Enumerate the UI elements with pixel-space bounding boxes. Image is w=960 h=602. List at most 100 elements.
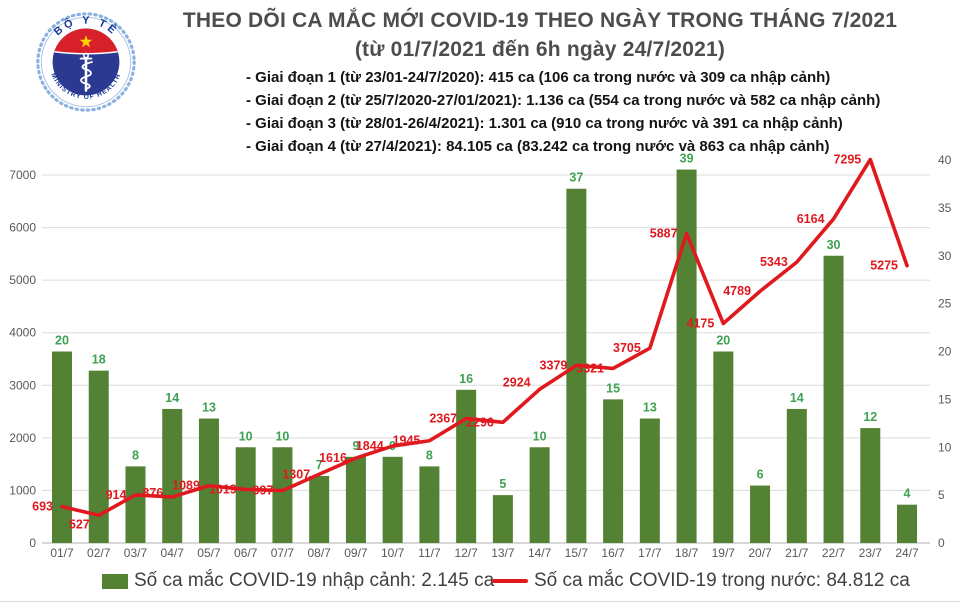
bar-value-label: 14 (165, 391, 179, 405)
right-axis-tick: 15 (938, 392, 952, 406)
right-axis-tick: 10 (938, 440, 952, 454)
right-axis-tick: 40 (938, 153, 952, 167)
x-axis-label: 23/7 (859, 546, 883, 560)
left-axis-tick: 3000 (9, 378, 36, 392)
line-value-label: 5275 (870, 259, 898, 273)
x-axis-label: 16/7 (601, 546, 625, 560)
line-value-label: 1844 (356, 439, 384, 453)
line-value-label: 1616 (319, 451, 347, 465)
line-value-label: 3321 (576, 361, 604, 375)
x-axis-label: 18/7 (675, 546, 699, 560)
x-axis-label: 04/7 (161, 546, 185, 560)
line-series-swatch (492, 578, 528, 584)
right-axis-tick: 5 (938, 488, 945, 502)
bar-06-7 (235, 447, 256, 543)
bar-22-7 (823, 255, 844, 543)
bar-series-swatch (102, 573, 128, 589)
bar-value-label: 20 (716, 334, 730, 348)
bar-value-label: 5 (499, 477, 506, 491)
x-axis-label: 22/7 (822, 546, 846, 560)
x-axis-label: 07/7 (271, 546, 295, 560)
left-axis-tick: 4000 (9, 326, 36, 340)
line-value-label: 3705 (613, 341, 641, 355)
note-line-2: - Giai đoạn 2 (từ 25/7/2020-27/01/2021):… (246, 92, 881, 109)
note-line-1: - Giai đoạn 1 (từ 23/01-24/7/2020): 415 … (246, 69, 831, 86)
legend-item-imported: Số ca mắc COVID-19 nhập cảnh: 2.145 ca (102, 570, 494, 592)
x-axis-label: 02/7 (87, 546, 111, 560)
line-value-label: 5343 (760, 255, 788, 269)
line-value-label: 693 (32, 500, 53, 514)
right-axis-tick: 25 (938, 297, 952, 311)
x-axis-label: 01/7 (50, 546, 74, 560)
bar-08-7 (309, 475, 330, 543)
x-axis-label: 21/7 (785, 546, 809, 560)
bar-11-7 (419, 466, 440, 543)
bar-value-label: 39 (680, 152, 694, 166)
bar-07-7 (272, 447, 293, 543)
rod-of-asclepius-icon (79, 52, 93, 92)
bar-19-7 (713, 351, 734, 543)
line-value-label: 4789 (723, 284, 751, 298)
bar-10-7 (382, 456, 403, 543)
line-value-label: 1019 (209, 482, 237, 496)
right-axis-ticks: 0 5 10 15 20 25 30 35 40 (938, 153, 952, 550)
bar-18-7 (676, 169, 697, 543)
left-axis-tick: 5000 (9, 273, 36, 287)
left-axis-tick: 0 (29, 536, 36, 550)
x-axis-label: 15/7 (565, 546, 589, 560)
bar-value-label: 30 (827, 238, 841, 252)
line-value-label: 5887 (650, 227, 678, 241)
bar-value-label: 13 (643, 401, 657, 415)
x-axis-label: 24/7 (895, 546, 919, 560)
bar-24-7 (897, 504, 918, 543)
bar-value-label: 4 (904, 487, 911, 501)
bar-21-7 (786, 408, 807, 543)
bar-value-label: 14 (790, 391, 804, 405)
bar-16-7 (603, 399, 624, 543)
bar-value-label: 8 (426, 448, 433, 462)
x-axis-label: 14/7 (528, 546, 552, 560)
line-value-label: 527 (69, 517, 90, 531)
left-axis-tick: 7000 (9, 168, 36, 182)
line-value-label: 1307 (282, 467, 310, 481)
bar-05-7 (198, 418, 219, 543)
x-axis-label: 03/7 (124, 546, 148, 560)
bar-value-label: 10 (275, 429, 289, 443)
bar-03-7 (125, 466, 146, 543)
x-axis-label: 10/7 (381, 546, 405, 560)
x-axis-label: 06/7 (234, 546, 258, 560)
period-notes: - Giai đoạn 1 (từ 23/01-24/7/2020): 415 … (246, 66, 906, 158)
ministry-of-health-logo: BỘ Y TẾ MINISTRY OF HEALTH (30, 6, 142, 118)
right-axis-tick: 20 (938, 345, 952, 359)
x-axis-label: 13/7 (491, 546, 515, 560)
left-axis-tick: 1000 (9, 483, 36, 497)
bar-value-label: 8 (132, 448, 139, 462)
x-axis-label: 17/7 (638, 546, 662, 560)
line-value-label: 914 (106, 488, 127, 502)
x-axis-label: 12/7 (454, 546, 478, 560)
x-axis-label: 19/7 (712, 546, 736, 560)
bar-value-label: 9 (352, 439, 359, 453)
bar-value-label: 20 (55, 334, 69, 348)
left-axis-ticks: 0 1000 2000 3000 4000 5000 6000 7000 (9, 168, 36, 550)
x-axis-label: 20/7 (748, 546, 772, 560)
gridlines (42, 174, 930, 491)
bar-value-label: 37 (569, 171, 583, 185)
bar-09-7 (345, 456, 366, 543)
left-axis-tick: 6000 (9, 221, 36, 235)
bar-17-7 (639, 418, 660, 543)
bar-01-7 (52, 351, 72, 543)
bar-value-label: 13 (202, 401, 216, 415)
right-axis-tick: 35 (938, 201, 952, 215)
bar-value-label: 7 (316, 458, 323, 472)
line-value-label: 997 (253, 484, 274, 498)
right-axis-tick: 30 (938, 249, 952, 263)
bar-13-7 (492, 495, 513, 543)
note-line-3: - Giai đoạn 3 (từ 28/01-26/4/2021): 1.30… (246, 115, 843, 132)
line-value-label: 7295 (833, 152, 861, 166)
bar-23-7 (860, 428, 881, 543)
line-value-label: 4175 (687, 317, 715, 331)
bar-14-7 (529, 447, 550, 543)
header: THEO DÕI CA MẮC MỚI COVID-19 THEO NGÀY T… (140, 6, 940, 64)
